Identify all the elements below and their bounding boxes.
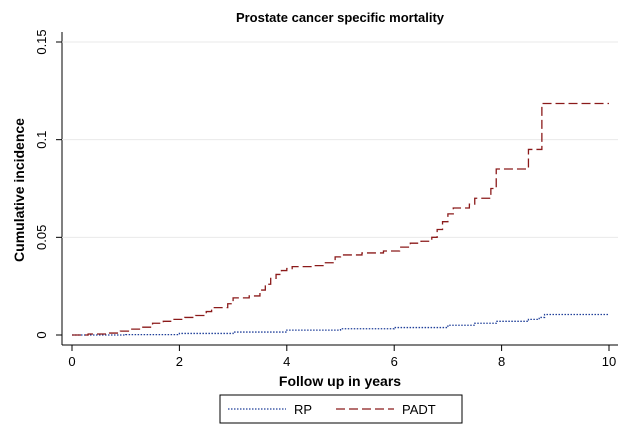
chart-title: Prostate cancer specific mortality [236,10,445,25]
x-tick-label: 0 [68,354,75,369]
x-tick-label: 4 [283,354,290,369]
x-tick-label: 8 [498,354,505,369]
x-tick-label: 6 [391,354,398,369]
x-axis-label: Follow up in years [279,373,401,389]
x-tick-label: 10 [602,354,616,369]
legend-label: PADT [402,402,436,417]
legend-label: RP [294,402,312,417]
line-series [72,102,609,336]
y-tick-label: 0.05 [34,225,49,250]
y-tick-label: 0 [34,331,49,338]
x-tick-label: 2 [176,354,183,369]
line-series [72,313,609,336]
y-axis-label: Cumulative incidence [11,118,27,262]
y-tick-label: 0.15 [34,29,49,54]
y-tick-label: 0.1 [34,131,49,149]
